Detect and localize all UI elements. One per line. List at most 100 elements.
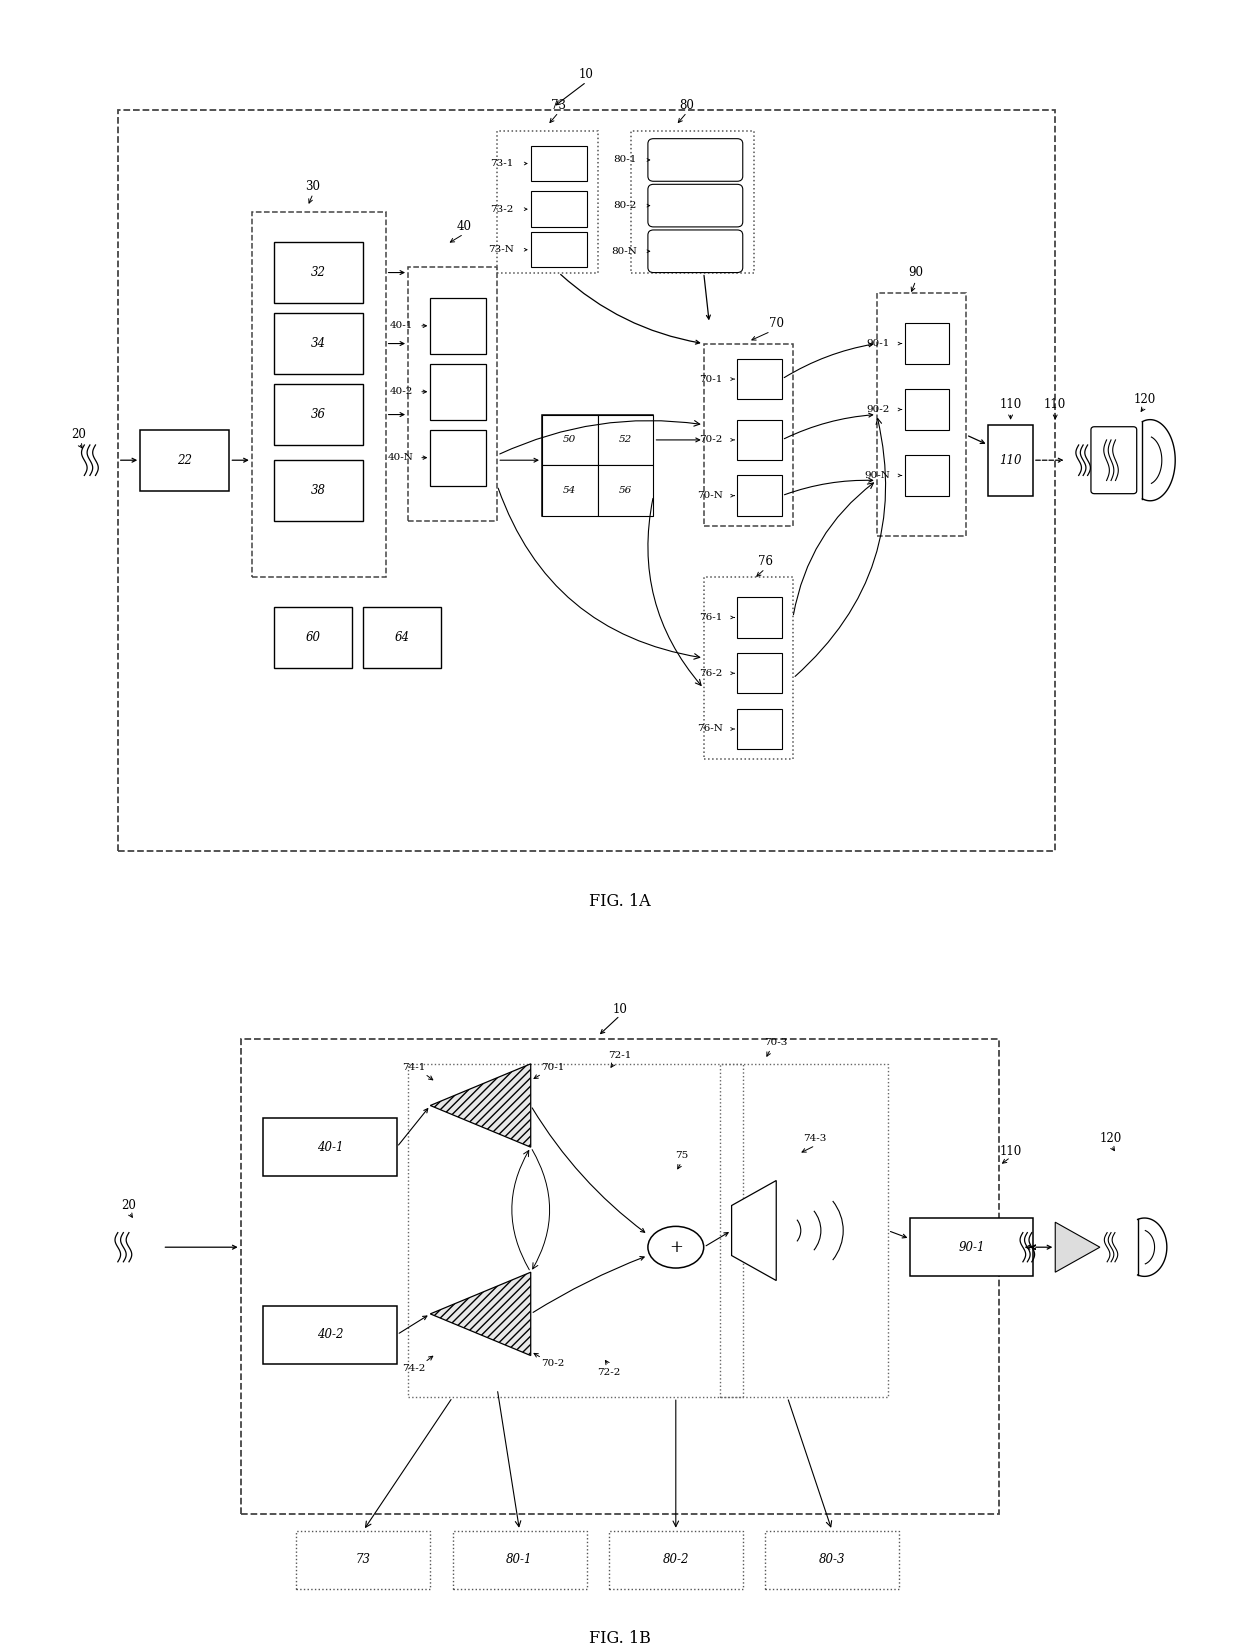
Bar [609,1530,743,1589]
Text: 80-1: 80-1 [506,1553,533,1566]
Bar [296,1530,430,1589]
Text: 76-N: 76-N [697,725,723,733]
Bar [905,389,950,430]
Polygon shape [1055,1222,1100,1271]
Text: 75: 75 [675,1151,688,1159]
Text: 73: 73 [551,99,567,112]
Bar [241,1039,999,1514]
Text: +: + [668,1239,683,1255]
Text: 60: 60 [305,631,321,644]
Bar [430,430,486,486]
Bar [531,147,587,181]
Text: 70-3: 70-3 [765,1039,787,1047]
Text: 20: 20 [72,428,86,441]
Text: 90-1: 90-1 [959,1240,985,1253]
Bar [720,1064,888,1397]
Text: 110: 110 [999,1145,1022,1158]
Text: 80-N: 80-N [611,247,637,255]
Polygon shape [430,1271,531,1355]
Bar [453,1530,587,1589]
Bar [118,110,1055,851]
Text: 74-3: 74-3 [804,1135,827,1143]
Bar [408,1064,743,1397]
Text: 70-1: 70-1 [699,374,723,384]
Text: 22: 22 [177,453,192,466]
Text: 73-N: 73-N [489,245,515,254]
Polygon shape [430,1064,531,1148]
Text: 90: 90 [908,267,924,278]
Bar [737,420,782,460]
Text: 56: 56 [619,486,632,496]
Bar [408,267,497,520]
Text: 74-1: 74-1 [402,1064,425,1072]
Bar [263,1118,397,1176]
Bar [430,298,486,354]
Bar [877,293,966,537]
FancyBboxPatch shape [1091,427,1137,494]
Text: 50: 50 [563,435,577,445]
Bar [905,323,950,364]
Text: 80: 80 [680,99,694,112]
Text: 64: 64 [394,631,410,644]
Bar [497,130,598,272]
Text: 73: 73 [356,1553,371,1566]
Text: 40-2: 40-2 [391,387,414,397]
Bar [631,130,754,272]
Text: 80-1: 80-1 [614,155,637,165]
Bar [765,1530,899,1589]
FancyBboxPatch shape [647,184,743,227]
Text: 90-2: 90-2 [867,405,890,413]
Bar [542,464,598,516]
Text: 70-N: 70-N [697,491,723,501]
Text: 73-1: 73-1 [491,160,515,168]
Text: 90-1: 90-1 [867,339,890,348]
Text: 72-1: 72-1 [609,1051,631,1061]
Text: 80-2: 80-2 [614,201,637,211]
Bar [531,191,587,227]
Bar [274,242,363,303]
Text: 76-2: 76-2 [699,669,723,677]
Bar [274,608,352,669]
FancyBboxPatch shape [647,231,743,272]
Bar [263,1306,397,1364]
Text: 70-2: 70-2 [542,1359,564,1369]
Bar [737,708,782,749]
Bar [274,313,363,374]
Text: 52: 52 [619,435,632,445]
Text: 34: 34 [311,338,326,351]
Bar [363,608,441,669]
Text: FIG. 1A: FIG. 1A [589,893,651,909]
Text: FIG. 1B: FIG. 1B [589,1631,651,1647]
Text: 110: 110 [999,399,1022,410]
Bar [704,344,794,525]
Bar [531,232,587,267]
Bar [274,460,363,520]
Text: 120: 120 [1133,394,1156,405]
Bar [704,576,794,759]
Text: 20: 20 [122,1199,136,1212]
Text: 70: 70 [769,316,784,329]
Text: 80-2: 80-2 [662,1553,689,1566]
Text: 70-2: 70-2 [699,435,723,445]
Text: 54: 54 [563,486,577,496]
Bar [598,464,653,516]
Bar [737,652,782,693]
Bar [910,1219,1033,1276]
Bar [140,430,229,491]
Text: 10: 10 [579,68,594,81]
Bar [737,598,782,637]
Text: 70-1: 70-1 [542,1064,564,1072]
Text: 30: 30 [305,180,321,193]
Text: 110: 110 [1044,399,1066,410]
Text: 10: 10 [613,1003,627,1016]
Text: 90-N: 90-N [864,471,890,479]
Bar [430,364,486,420]
Text: 40-1: 40-1 [391,321,414,331]
Bar [252,212,386,576]
Bar [737,359,782,399]
Circle shape [647,1227,703,1268]
Polygon shape [732,1181,776,1281]
Text: 120: 120 [1100,1133,1122,1145]
Text: 40: 40 [456,221,471,234]
Text: 38: 38 [311,484,326,497]
